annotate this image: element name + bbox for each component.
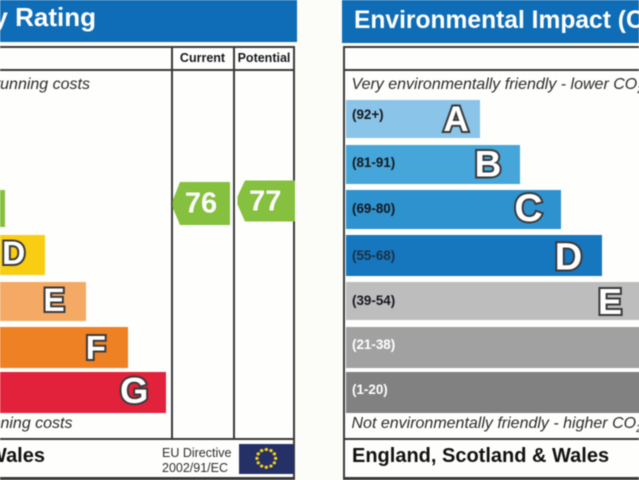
svg-text:C: C xyxy=(514,187,542,230)
svg-text:77: 77 xyxy=(249,185,281,217)
svg-text:F: F xyxy=(86,329,106,366)
svg-text:D: D xyxy=(2,235,25,271)
svg-text:E: E xyxy=(43,282,64,318)
svg-text:A: A xyxy=(443,100,468,139)
svg-text:E: E xyxy=(598,281,622,322)
svg-text:D: D xyxy=(555,236,582,278)
svg-text:G: G xyxy=(120,370,148,411)
svg-text:B: B xyxy=(475,144,502,185)
svg-text:76: 76 xyxy=(185,188,217,220)
